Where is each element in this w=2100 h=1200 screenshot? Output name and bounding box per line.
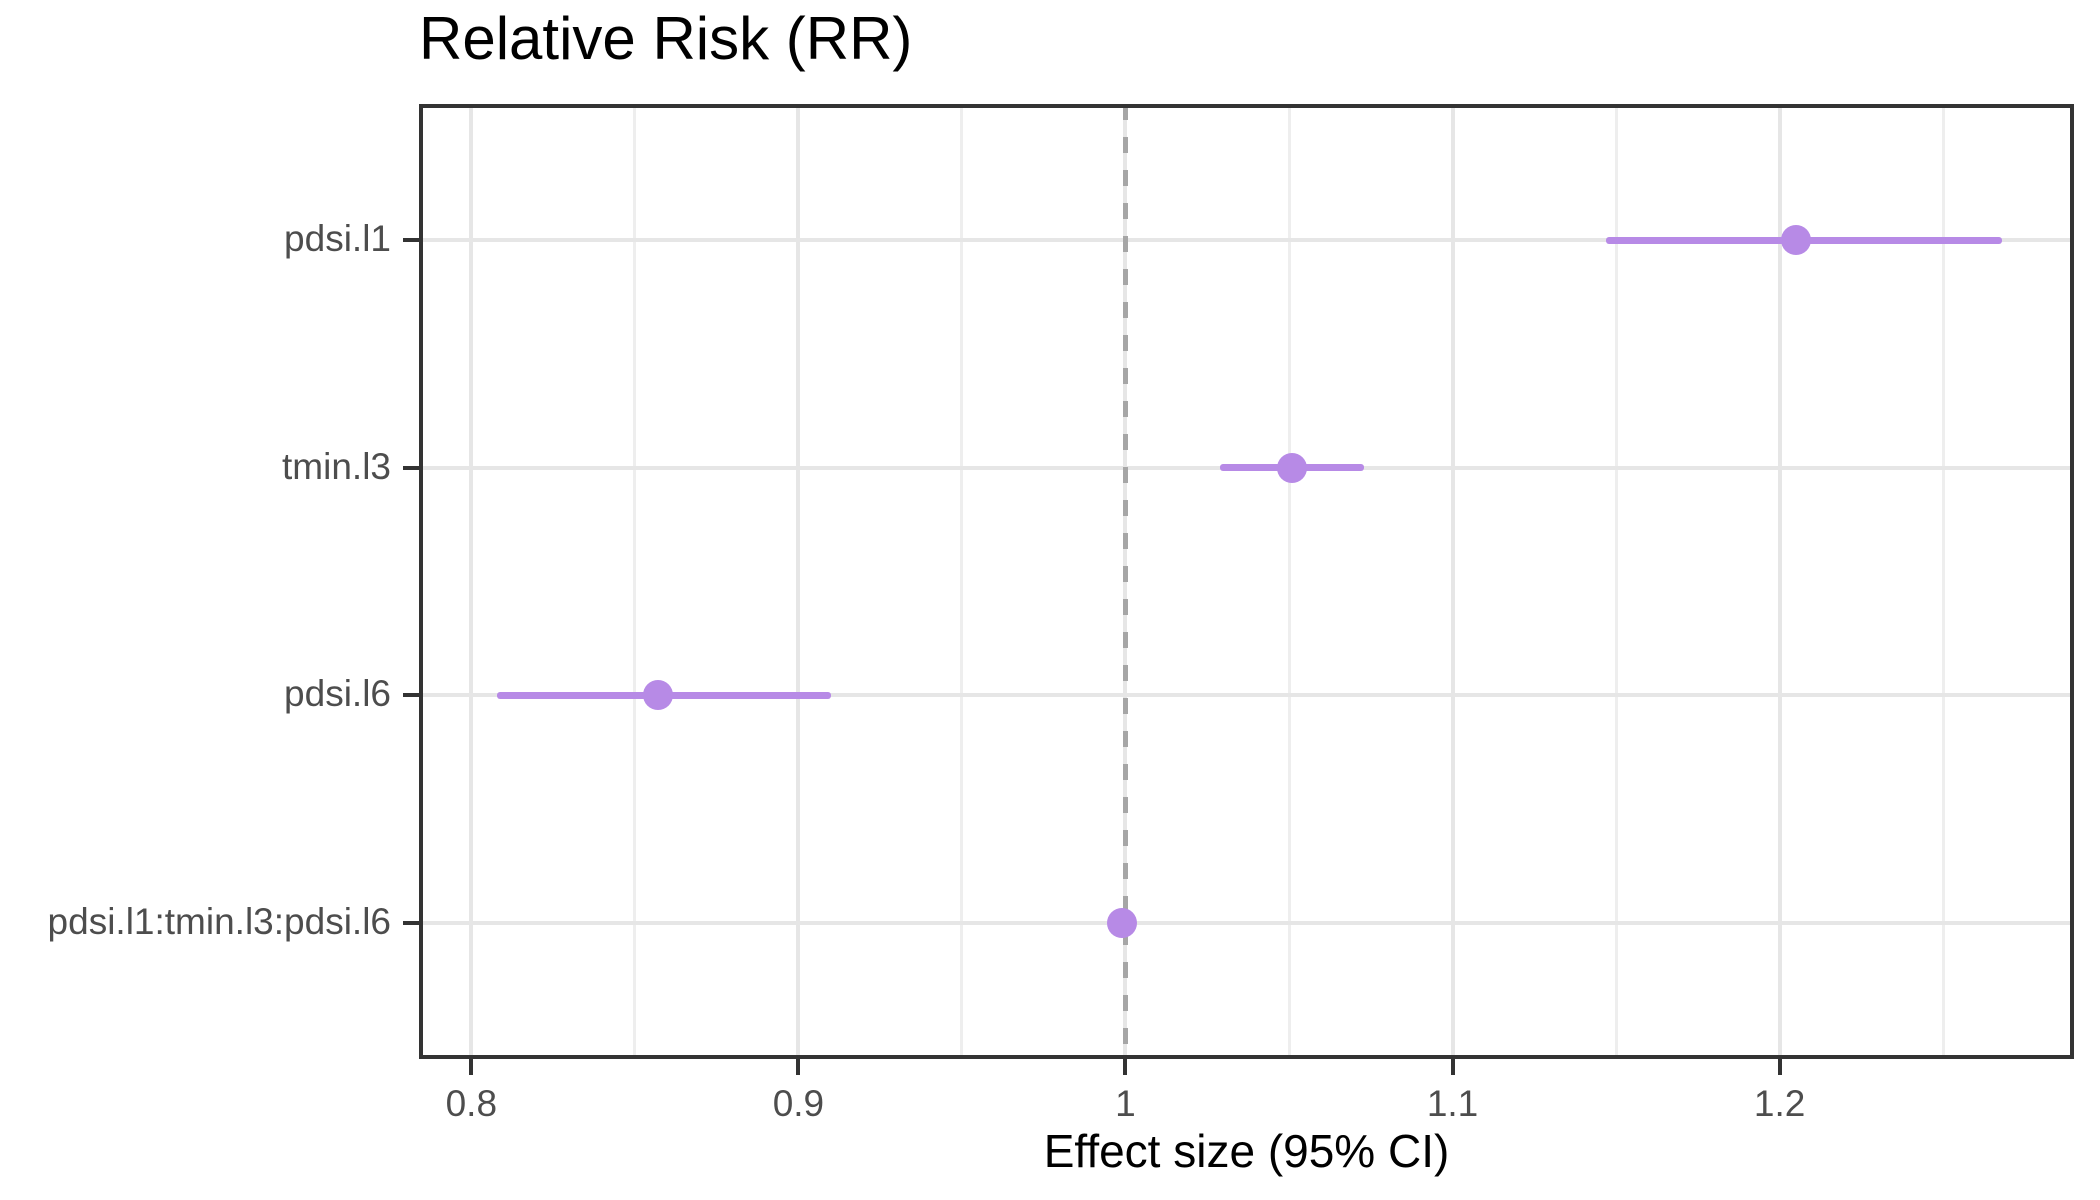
v-gridline-major: [469, 104, 474, 1059]
y-axis-label: pdsi.l1:tmin.l3:pdsi.l6: [47, 900, 391, 942]
v-gridline-major: [1777, 104, 1782, 1059]
x-tick: [1777, 1059, 1782, 1075]
panel-border: [419, 104, 2074, 1059]
h-gridline: [419, 693, 2074, 698]
y-tick: [403, 693, 419, 698]
v-gridline-minor: [1287, 104, 1291, 1059]
x-tick: [1123, 1059, 1128, 1075]
v-gridline-major: [1450, 104, 1455, 1059]
h-gridline: [419, 920, 2074, 925]
y-axis-label: tmin.l3: [282, 445, 391, 487]
x-tick: [796, 1059, 801, 1075]
estimate-point: [1780, 225, 1811, 256]
x-tick-label: 0.8: [445, 1083, 498, 1124]
x-tick: [469, 1059, 474, 1075]
y-tick: [403, 920, 419, 925]
y-axis-label: pdsi.l1: [284, 218, 391, 260]
y-tick: [403, 465, 419, 470]
x-tick-label: 1.1: [1426, 1083, 1479, 1124]
h-gridline: [419, 238, 2074, 243]
x-tick: [1450, 1059, 1455, 1075]
x-tick-label: 1.2: [1753, 1083, 1806, 1124]
x-tick-label: 1: [1115, 1083, 1136, 1124]
v-gridline-minor: [633, 104, 637, 1059]
x-tick-label: 0.9: [772, 1083, 825, 1124]
v-gridline-minor: [1614, 104, 1618, 1059]
estimate-point: [642, 680, 673, 711]
y-tick: [403, 238, 419, 243]
plot-panel: [419, 104, 2074, 1059]
v-gridline-minor: [1941, 104, 1945, 1059]
y-axis-label: pdsi.l6: [284, 673, 391, 715]
v-gridline-major: [796, 104, 801, 1059]
estimate-point: [1277, 452, 1308, 483]
estimate-point: [1107, 907, 1138, 938]
reference-line: [1122, 104, 1128, 1059]
plot-title: Relative Risk (RR): [419, 5, 913, 72]
v-gridline-minor: [960, 104, 964, 1059]
x-axis-title: Effect size (95% CI): [1043, 1125, 1450, 1177]
